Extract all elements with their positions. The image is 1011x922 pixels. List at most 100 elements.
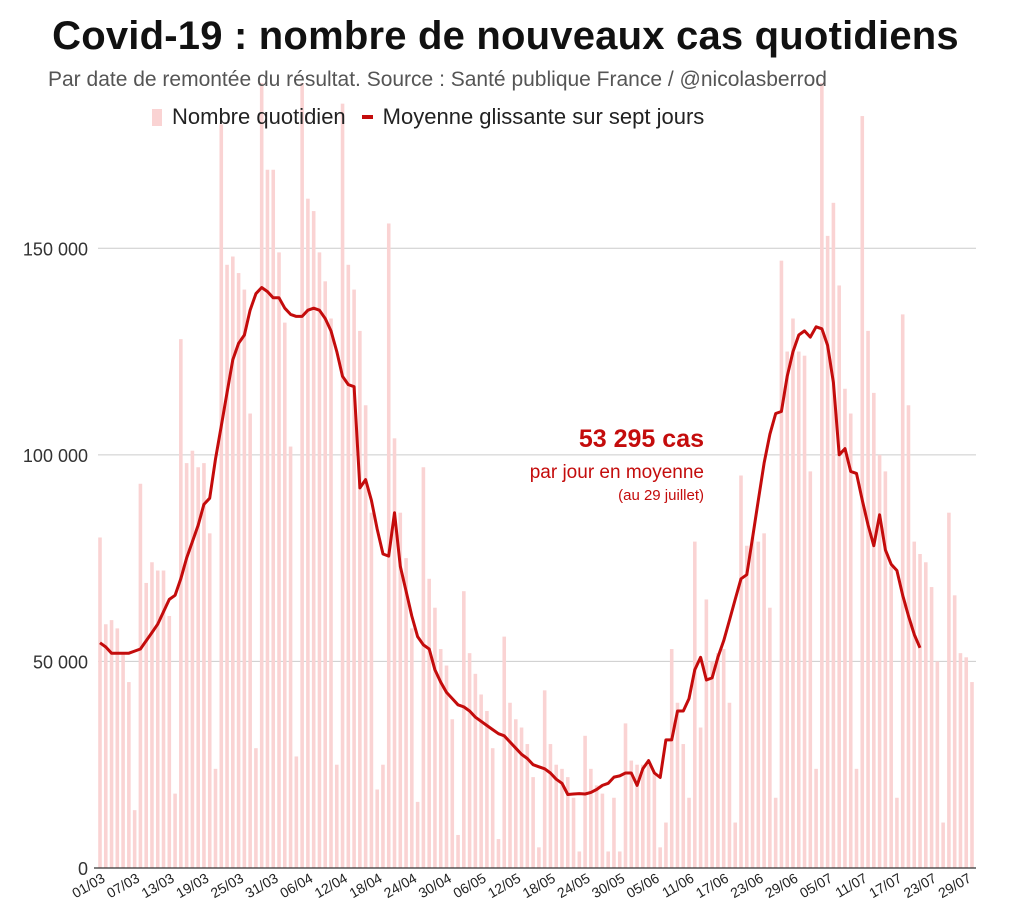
daily-bar [254,748,258,868]
daily-bar [820,83,824,868]
chart-title: Covid-19 : nombre de nouveaux cas quotid… [52,14,959,58]
daily-bar [964,657,969,868]
daily-bar [843,388,847,868]
daily-bar [970,682,974,868]
x-tick-label: 17/06 [693,870,732,901]
x-tick-label: 07/03 [104,870,143,901]
x-tick-label: 24/05 [554,870,593,901]
x-tick-label: 23/07 [901,870,940,901]
daily-bar [796,351,801,869]
daily-bar [421,467,426,868]
daily-bar [155,570,160,868]
daily-bar [519,727,524,868]
legend: Nombre quotidien Moyenne glissante sur s… [152,104,704,130]
daily-bar [202,463,206,868]
daily-bar [300,83,304,868]
annotation-subtext: par jour en moyenne [529,462,704,483]
x-tick-label: 12/05 [485,870,524,901]
daily-bar [825,235,830,869]
daily-bar [496,839,501,868]
daily-bar [161,570,166,868]
daily-bar [860,116,865,869]
daily-bar [802,355,807,868]
y-tick-label: 150 000 [23,239,88,259]
daily-bar [363,405,368,868]
daily-bar [334,764,339,868]
daily-bar [265,169,270,868]
annotation-date: (au 29 juillet) [618,487,704,504]
daily-bar [704,599,709,868]
daily-bar [375,789,379,868]
x-tick-label: 24/04 [381,870,420,901]
daily-bar [779,260,784,868]
daily-bar [935,661,940,868]
daily-bar [687,797,691,868]
moving-average-line-group [99,286,922,796]
daily-bar [277,252,281,869]
daily-bar [248,413,252,868]
daily-bar [531,777,535,868]
daily-bar [525,744,530,868]
daily-bar [508,702,512,868]
daily-bar [109,620,114,868]
daily-bar [756,541,761,868]
x-tick-label: 12/04 [312,870,351,901]
daily-bar [456,834,460,868]
x-tick-label: 11/06 [659,870,697,901]
daily-bar [306,198,310,868]
daily-bar [941,822,945,868]
y-tick-label: 0 [78,859,88,879]
daily-bar [144,582,148,868]
daily-bar [912,541,917,868]
daily-bar [947,512,951,868]
x-tick-label: 06/05 [450,870,489,901]
daily-bar [929,587,934,868]
daily-bar [577,851,582,868]
daily-bar [473,673,478,868]
daily-bar [883,471,888,868]
daily-bar [918,554,922,868]
daily-bar [450,719,455,868]
daily-bar [739,475,743,868]
x-tick-label: 25/03 [208,870,247,901]
daily-bar [571,797,576,868]
daily-bar [404,558,408,868]
daily-bar [906,405,911,868]
daily-bar [438,649,443,868]
daily-bar [693,541,697,868]
daily-bar [294,756,299,868]
daily-bar [600,793,605,868]
daily-bar [340,103,345,868]
daily-bar [854,768,859,868]
daily-bar [311,211,316,868]
daily-bar [410,628,414,868]
legend-line-label: Moyenne glissante sur sept jours [382,104,705,129]
daily-bar [548,744,553,868]
daily-bar [681,744,686,868]
daily-bar [462,591,466,868]
daily-bar [98,537,102,868]
daily-bar [889,566,893,868]
daily-bar [791,318,795,868]
daily-bar [664,822,668,868]
daily-bar [808,471,813,868]
daily-bar [837,285,841,868]
daily-bar [231,256,235,868]
daily-bar [872,392,876,868]
daily-bar [727,702,732,868]
chart-subtitle: Par date de remontée du résultat. Source… [48,68,827,91]
daily-bar [866,330,870,868]
daily-bar [415,801,420,868]
daily-bar [560,768,564,868]
daily-bar [323,281,328,868]
daily-bar [952,595,957,868]
daily-bar [594,785,599,868]
x-tick-label: 18/05 [520,870,559,901]
daily-bar [635,764,639,868]
x-tick-label: 23/06 [727,870,766,901]
daily-bar [259,83,264,868]
daily-bar [346,264,351,869]
daily-bar [352,289,356,868]
x-tick-label: 31/03 [242,870,281,901]
